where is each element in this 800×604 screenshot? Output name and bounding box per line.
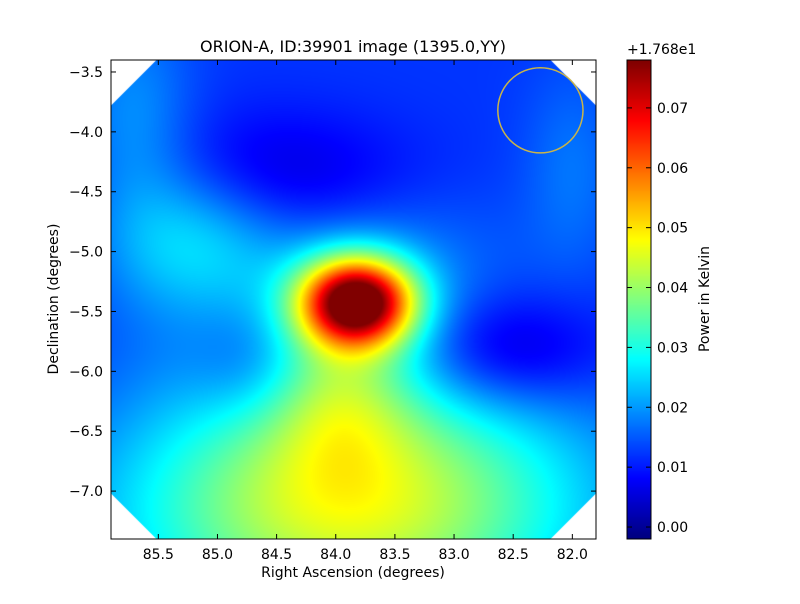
colorbar-tick-label: 0.04 [657,281,688,297]
colorbar-offset-text: +1.768e1 [627,42,696,58]
x-axis: 85.5 85.0 84.5 84.0 83.5 83.0 82.5 82.0 [143,60,588,563]
x-tick-label: 85.5 [143,547,174,563]
y-tick-label: −7.0 [69,484,103,500]
heatmap-image [111,60,596,539]
x-tick-label: 84.5 [261,547,292,563]
x-tick-label: 85.0 [202,547,233,563]
y-axis: −3.5 −4.0 −4.5 −5.0 −5.5 −6.0 −6.5 −7.0 [69,65,596,500]
colorbar: 0.00 0.01 0.02 0.03 0.04 0.05 0.06 0.07 +1.768e… [626,42,713,540]
plot-frame [110,59,597,540]
colorbar-tick-label: 0.06 [657,161,688,177]
beam-circle [497,66,584,154]
y-tick-label: −4.0 [69,125,103,141]
colorbar-frame [626,59,652,540]
x-tick-label: 84.0 [320,547,351,563]
colorbar-tick-label: 0.07 [657,101,688,117]
y-axis-label: Declination (degrees) [46,224,62,375]
colorbar-tick-label: 0.03 [657,340,688,356]
colorbar-tick-label: 0.02 [657,400,688,416]
y-tick-label: −5.0 [69,245,103,261]
colorbar-gradient [627,60,651,539]
x-axis-label: Right Ascension (degrees) [261,565,445,581]
y-tick-label: −4.5 [69,185,103,201]
colorbar-ticks: 0.00 0.01 0.02 0.03 0.04 0.05 0.06 0.07 [627,101,688,536]
x-tick-label: 83.0 [438,547,469,563]
y-tick-label: −6.0 [69,364,103,380]
x-tick-label: 82.5 [498,547,529,563]
colorbar-tick-label: 0.00 [657,520,688,536]
y-tick-label: −6.5 [69,424,103,440]
x-tick-label: 82.0 [557,547,588,563]
colorbar-label: Power in Kelvin [697,246,713,352]
y-tick-label: −5.5 [69,304,103,320]
image-panel [110,59,597,540]
x-tick-label: 83.5 [379,547,410,563]
colorbar-tick-label: 0.05 [657,221,688,237]
y-tick-label: −3.5 [69,65,103,81]
chart-title: ORION-A, ID:39901 image (1395.0,YY) [200,37,506,56]
beam-layer [497,66,584,154]
colorbar-tick-label: 0.01 [657,460,688,476]
